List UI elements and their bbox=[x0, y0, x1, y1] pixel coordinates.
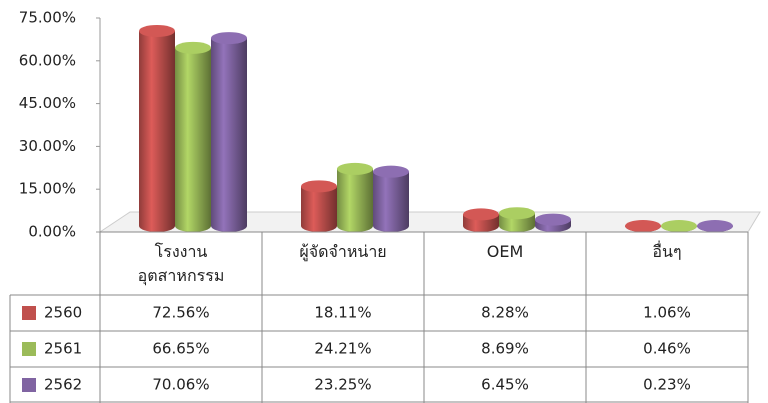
bar bbox=[175, 47, 211, 232]
data-label: 23.25% bbox=[314, 376, 371, 394]
category-label: ผู้จัดจำหน่าย bbox=[299, 242, 387, 261]
bar-top bbox=[697, 220, 733, 232]
y-tick-label: 30.00% bbox=[19, 137, 76, 155]
bar-top bbox=[211, 32, 247, 45]
bar-top bbox=[499, 207, 535, 220]
data-label: 18.11% bbox=[314, 304, 371, 322]
bar bbox=[373, 171, 409, 232]
bar-top bbox=[175, 41, 211, 54]
bar-top bbox=[661, 220, 697, 232]
bar bbox=[139, 30, 175, 233]
bar-top bbox=[625, 220, 661, 232]
y-tick-label: 15.00% bbox=[19, 180, 76, 198]
data-label: 8.28% bbox=[481, 304, 529, 322]
bar bbox=[301, 186, 337, 232]
legend-label: 2562 bbox=[44, 376, 82, 394]
data-label: 0.46% bbox=[643, 340, 691, 358]
category-label: อื่นๆ bbox=[652, 242, 682, 261]
data-label: 72.56% bbox=[152, 304, 209, 322]
bar-top bbox=[301, 180, 337, 193]
data-label: 6.45% bbox=[481, 376, 529, 394]
legend-swatch bbox=[22, 378, 36, 392]
y-tick-label: 75.00% bbox=[19, 9, 76, 27]
bar-top bbox=[337, 162, 373, 175]
data-label: 8.69% bbox=[481, 340, 529, 358]
legend-label: 2560 bbox=[44, 304, 82, 322]
bar-top bbox=[463, 208, 499, 221]
category-label: โรงงาน อุตสาหกรรม bbox=[137, 242, 225, 285]
legend-swatch bbox=[22, 306, 36, 320]
data-label: 66.65% bbox=[152, 340, 209, 358]
category-label: OEM bbox=[486, 242, 524, 261]
y-tick-label: 45.00% bbox=[19, 94, 76, 112]
data-label: 70.06% bbox=[152, 376, 209, 394]
data-label: 24.21% bbox=[314, 340, 371, 358]
y-tick-label: 0.00% bbox=[28, 223, 76, 241]
legend-swatch bbox=[22, 342, 36, 356]
data-label: 0.23% bbox=[643, 376, 691, 394]
bar bbox=[211, 38, 247, 233]
data-label: 1.06% bbox=[643, 304, 691, 322]
y-tick-label: 60.00% bbox=[19, 51, 76, 69]
bar-top bbox=[139, 24, 175, 37]
bar-top bbox=[535, 213, 571, 226]
bar bbox=[337, 168, 373, 232]
bar-top bbox=[373, 165, 409, 178]
legend-label: 2561 bbox=[44, 340, 82, 358]
